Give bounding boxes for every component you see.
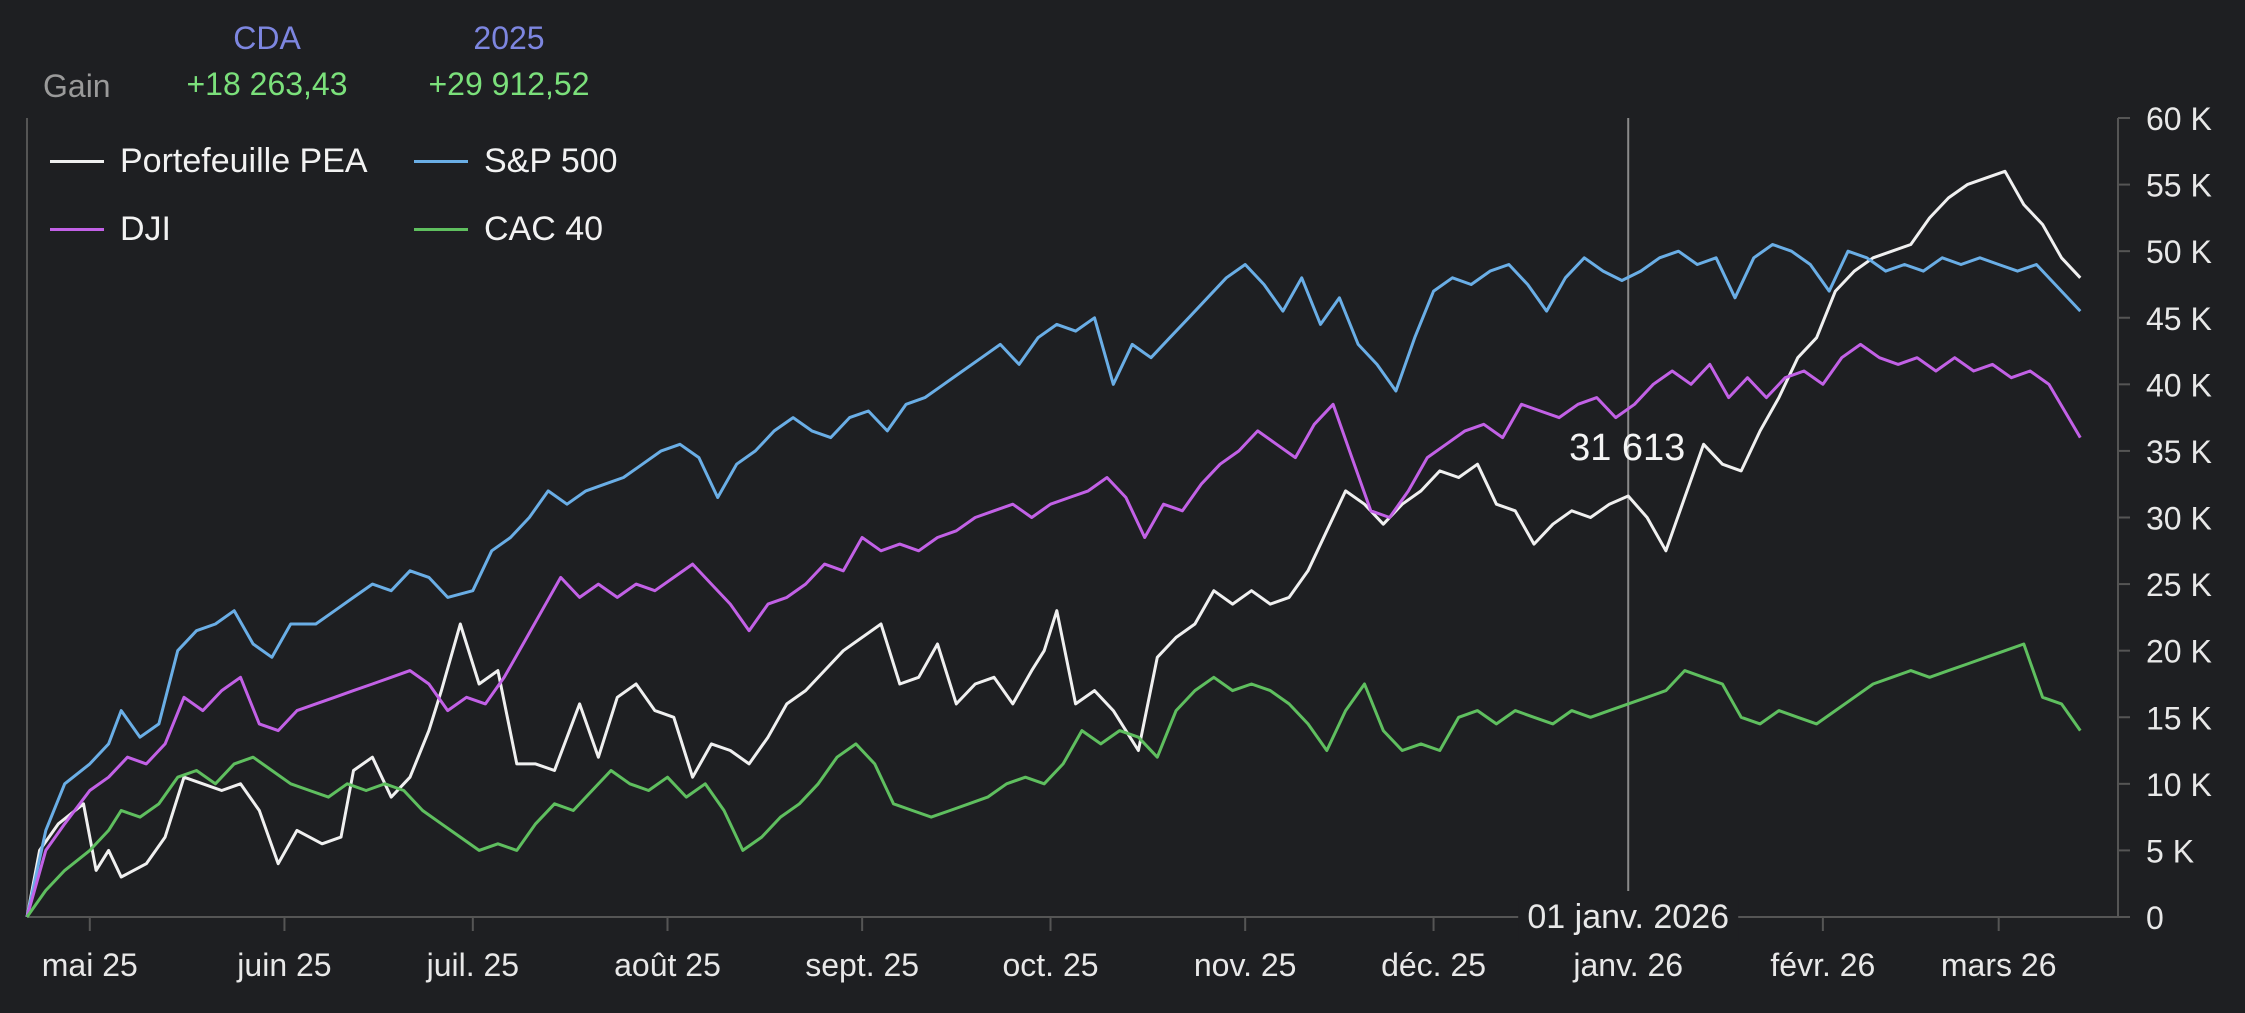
legend-label-portefeuille: Portefeuille PEA <box>120 142 368 180</box>
legend-item-cac40[interactable]: CAC 40 <box>414 210 603 249</box>
y-tick-label: 10 K <box>2146 767 2212 803</box>
x-tick-label: oct. 25 <box>1002 947 1098 983</box>
x-tick-label: mai 25 <box>42 947 138 983</box>
summary-row-label: Gain <box>43 68 111 104</box>
y-tick-label: 0 <box>2146 900 2164 936</box>
legend-swatch-sp500 <box>414 160 468 163</box>
x-tick-label: mars 26 <box>1941 947 2057 983</box>
legend-swatch-cac40 <box>414 228 468 231</box>
legend-item-dji[interactable]: DJI <box>50 210 171 249</box>
y-tick-label: 35 K <box>2146 434 2212 470</box>
y-tick-label: 40 K <box>2146 367 2212 403</box>
summary-header-2025: 2025 <box>473 20 545 56</box>
legend-item-portefeuille[interactable]: Portefeuille PEA <box>50 142 368 181</box>
crosshair-date-bg <box>1518 899 1739 943</box>
series-line-1 <box>25 243 2082 918</box>
legend-swatch-portefeuille <box>50 160 104 163</box>
y-tick-label: 25 K <box>2146 567 2212 603</box>
y-tick-label: 60 K <box>2146 101 2212 137</box>
series-line-2 <box>25 342 2082 918</box>
y-tick-label: 30 K <box>2146 501 2212 537</box>
y-tick-label: 45 K <box>2146 301 2212 337</box>
y-tick-label: 15 K <box>2146 700 2212 736</box>
y-tick-label: 50 K <box>2146 234 2212 270</box>
crosshair-date-label: 01 janv. 2026 <box>1527 898 1729 936</box>
x-tick-label: sept. 25 <box>805 947 919 983</box>
legend-swatch-dji <box>50 228 104 231</box>
series-line-0 <box>25 169 2082 918</box>
x-tick-label: juin 25 <box>236 947 331 983</box>
legend-item-sp500[interactable]: S&P 500 <box>414 142 618 181</box>
summary-gain-cda: +18 263,43 <box>186 66 348 102</box>
x-tick-label: nov. 25 <box>1194 947 1297 983</box>
summary-table: CDA 2025 Gain +18 263,43 +29 912,52 <box>0 0 700 120</box>
crosshair-value-label: 31 613 <box>1569 427 1685 469</box>
summary-gain-2025: +29 912,52 <box>428 66 590 102</box>
x-tick-label: juil. 25 <box>426 947 520 983</box>
y-tick-label: 55 K <box>2146 168 2212 204</box>
x-tick-label: févr. 26 <box>1770 947 1875 983</box>
legend-label-sp500: S&P 500 <box>484 142 618 180</box>
y-tick-label: 5 K <box>2146 833 2194 869</box>
y-tick-label: 20 K <box>2146 634 2212 670</box>
legend-label-dji: DJI <box>120 210 171 248</box>
x-tick-label: août 25 <box>614 947 721 983</box>
x-tick-label: janv. 26 <box>1572 947 1683 983</box>
legend-label-cac40: CAC 40 <box>484 210 604 248</box>
series-line-3 <box>25 642 2082 918</box>
summary-header-cda: CDA <box>233 20 301 56</box>
x-tick-label: déc. 25 <box>1381 947 1486 983</box>
